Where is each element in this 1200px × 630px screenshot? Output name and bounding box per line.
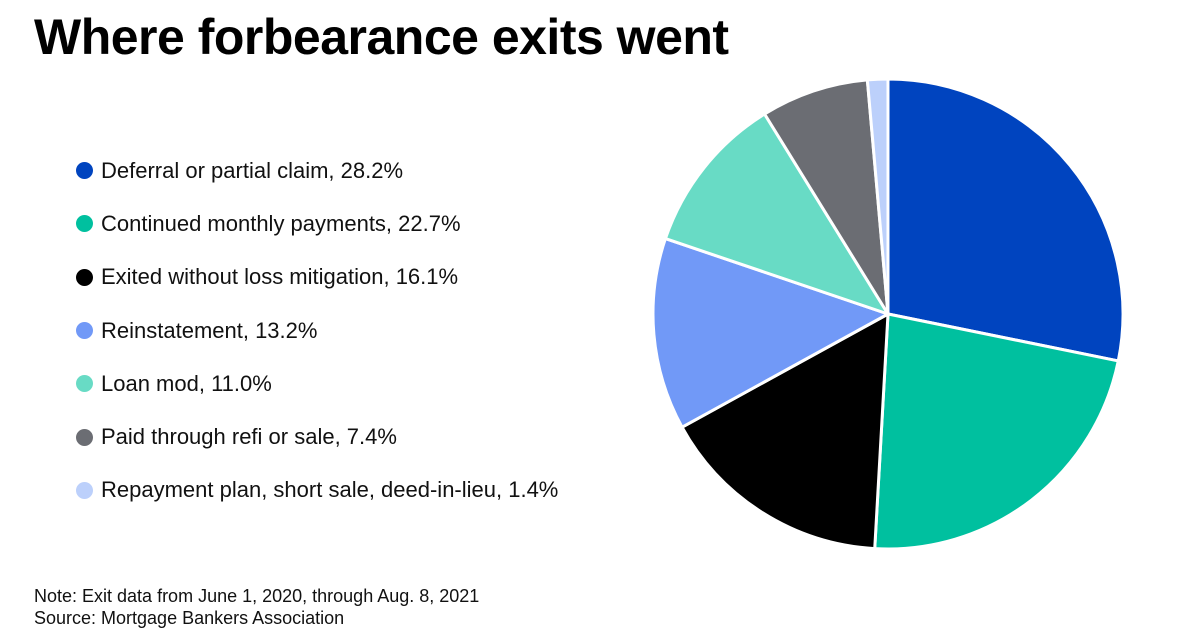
legend-item-repayment: Repayment plan, short sale, deed-in-lieu… <box>76 464 558 517</box>
legend-label: Paid through refi or sale, 7.4% <box>101 424 397 450</box>
pie-slice-continued-payments <box>873 312 1120 551</box>
chart-title: Where forbearance exits went <box>34 9 729 65</box>
legend-label: Exited without loss mitigation, 16.1% <box>101 264 459 290</box>
pie-slice-exited <box>680 312 890 551</box>
legend-label: Reinstatement, 13.2% <box>101 317 318 343</box>
legend-label: Continued monthly payments, 22.7% <box>101 210 461 236</box>
pie-slice-loan-mod <box>663 112 890 316</box>
source-text: Source: Mortgage Bankers Association <box>34 608 345 628</box>
legend-swatch <box>76 215 93 233</box>
legend-label: Loan mod, 11.0% <box>101 370 272 396</box>
legend-swatch <box>76 268 93 286</box>
footnote: Note: Exit data from June 1, 2020, throu… <box>34 585 479 629</box>
legend-item-deferral: Deferral or partial claim, 28.2% <box>76 144 558 197</box>
legend-item-paid-refi: Paid through refi or sale, 7.4% <box>76 410 558 463</box>
legend-swatch <box>76 428 93 446</box>
pie-slice-deferral <box>886 77 1125 363</box>
legend: Deferral or partial claim, 28.2% Continu… <box>76 144 558 517</box>
pie-slice-reinstatement <box>651 237 890 429</box>
legend-swatch <box>76 162 93 180</box>
pie-slice-repayment <box>865 77 890 316</box>
legend-item-reinstatement: Reinstatement, 13.2% <box>76 304 558 357</box>
legend-swatch <box>76 322 93 340</box>
legend-label: Deferral or partial claim, 28.2% <box>101 157 404 183</box>
pie-slice-paid-refi <box>763 78 890 316</box>
legend-swatch <box>76 481 93 499</box>
note-text: Note: Exit data from June 1, 2020, throu… <box>34 586 480 606</box>
legend-swatch <box>76 375 93 393</box>
legend-item-loan-mod: Loan mod, 11.0% <box>76 357 558 410</box>
legend-label: Repayment plan, short sale, deed-in-lieu… <box>101 477 559 503</box>
legend-item-continued-payments: Continued monthly payments, 22.7% <box>76 197 558 250</box>
legend-item-exited: Exited without loss mitigation, 16.1% <box>76 251 558 304</box>
